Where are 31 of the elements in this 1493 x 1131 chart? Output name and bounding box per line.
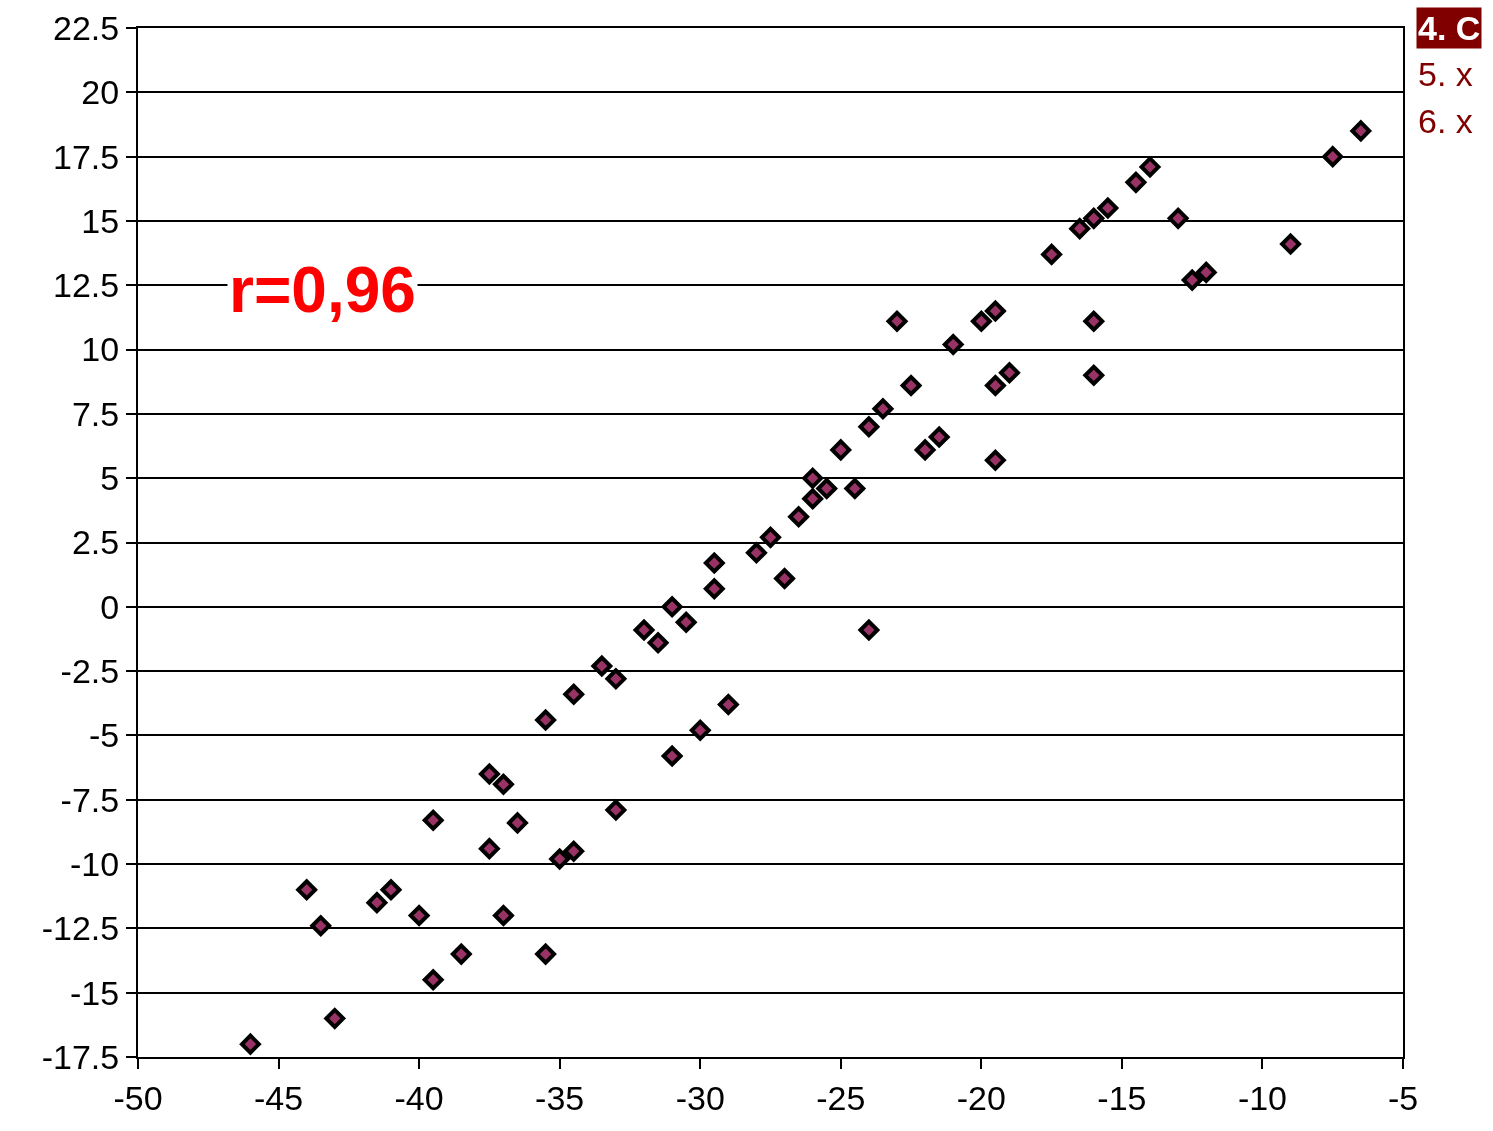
x-tick-label: -30 [675,1078,725,1117]
y-tick-label: 17.5 [53,137,120,176]
x-tick-label: -40 [394,1078,444,1117]
text: 6. x [1418,102,1473,140]
y-tick-label: -12.5 [41,909,120,948]
x-tick-label: -45 [253,1078,304,1117]
y-tick-label: -10 [70,844,120,883]
y-tick-label: 15 [81,201,120,240]
x-tick-label: -5 [1387,1078,1419,1117]
x-tick-label: -15 [1097,1078,1147,1117]
x-tick-label: -50 [113,1078,163,1117]
x-tick-label: -20 [956,1078,1006,1117]
annotation: r=0,96 [229,254,416,326]
y-tick-label: 0 [100,587,120,626]
y-tick-label: 2.5 [71,523,120,562]
y-tick-label: -17.5 [41,1037,120,1076]
y-tick-label: 12.5 [53,266,120,305]
y-tick-label: 22.5 [53,8,120,47]
y-tick-label: -2.5 [60,652,120,691]
y-tick-label: 5 [100,459,120,498]
x-tick-label: -10 [1237,1078,1288,1117]
y-tick-label: -5 [88,716,120,755]
x-tick-label: -35 [535,1078,585,1117]
y-tick-label: 20 [81,73,120,112]
y-tick-label: -15 [70,973,120,1012]
y-tick-label: -7.5 [60,780,120,819]
y-tick-label: 10 [81,330,120,369]
text: 5. x [1418,55,1473,93]
x-tick-label: -25 [816,1078,866,1117]
y-tick-label: 7.5 [71,394,120,433]
text: 4. C [1418,9,1481,47]
